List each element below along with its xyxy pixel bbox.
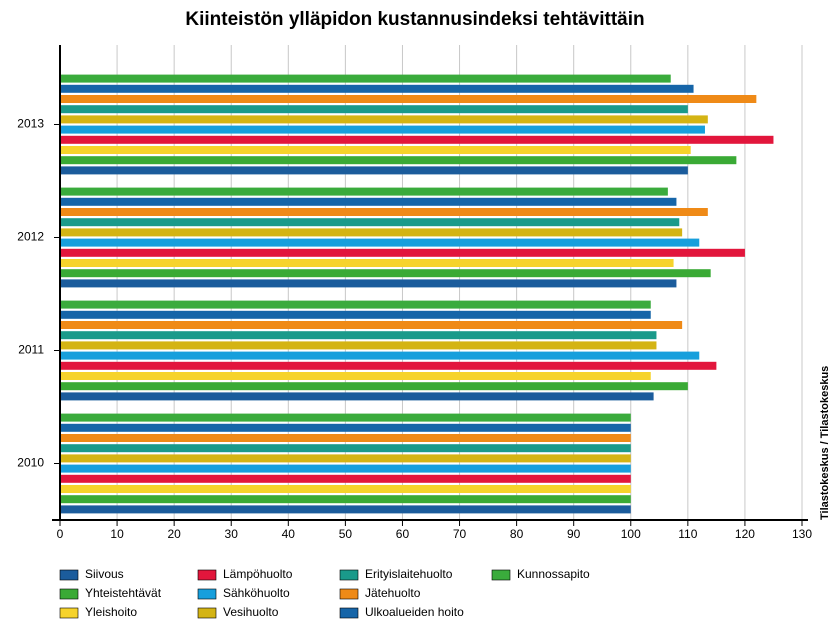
chart-title: Kiinteistön ylläpidon kustannusindeksi t… bbox=[185, 9, 644, 30]
legend-label: Vesihuolto bbox=[223, 605, 279, 619]
bar bbox=[60, 351, 700, 360]
bar bbox=[60, 423, 631, 432]
legend-swatch bbox=[339, 607, 359, 619]
source: Tilastokeskus / Tilastokeskus bbox=[819, 366, 831, 520]
x-tick-label: 50 bbox=[339, 527, 353, 541]
legend-swatch bbox=[491, 569, 511, 581]
bar bbox=[60, 372, 651, 380]
bar bbox=[60, 115, 708, 124]
y-tick-label: 2012 bbox=[17, 230, 44, 244]
legend-swatch bbox=[59, 588, 79, 600]
x-tick-label: 0 bbox=[57, 527, 64, 541]
legend-swatch bbox=[197, 588, 217, 600]
bar bbox=[60, 331, 657, 340]
bar bbox=[60, 279, 677, 288]
legend-swatch bbox=[59, 569, 79, 581]
bar bbox=[60, 361, 717, 370]
bar bbox=[60, 197, 677, 206]
legend-label: Yhteistehtävät bbox=[85, 586, 162, 600]
y-tick-label: 2010 bbox=[17, 456, 44, 470]
bar bbox=[60, 218, 680, 227]
x-tick-label: 80 bbox=[510, 527, 524, 541]
bar bbox=[60, 228, 683, 237]
x-tick-label: 110 bbox=[678, 527, 697, 541]
bar bbox=[60, 300, 651, 309]
bar bbox=[60, 495, 631, 504]
legend-label: Erityislaitehuolto bbox=[365, 567, 453, 581]
bar bbox=[60, 474, 631, 483]
y-tick-label: 2013 bbox=[17, 117, 44, 131]
x-tick-label: 120 bbox=[735, 527, 755, 541]
bar bbox=[60, 413, 631, 422]
bar bbox=[60, 259, 674, 267]
bar bbox=[60, 485, 631, 493]
legend-swatch bbox=[197, 607, 217, 619]
legend-label: Ulkoalueiden hoito bbox=[365, 605, 464, 619]
legend-label: Sähköhuolto bbox=[223, 586, 290, 600]
bar bbox=[60, 187, 668, 196]
bar bbox=[60, 84, 694, 93]
legend-label: Siivous bbox=[85, 567, 124, 581]
legend-label: Jätehuolto bbox=[365, 586, 421, 600]
bar bbox=[60, 156, 737, 165]
bar bbox=[60, 208, 708, 216]
bar bbox=[60, 74, 671, 83]
legend-label: Kunnossapito bbox=[517, 567, 590, 581]
bar bbox=[60, 444, 631, 453]
x-tick-label: 40 bbox=[282, 527, 296, 541]
bar bbox=[60, 269, 711, 278]
x-tick-label: 100 bbox=[621, 527, 641, 541]
bar bbox=[60, 392, 654, 401]
bar bbox=[60, 382, 688, 391]
legend-label: Lämpöhuolto bbox=[223, 567, 293, 581]
x-tick-label: 30 bbox=[225, 527, 239, 541]
legend-swatch bbox=[59, 607, 79, 619]
bar bbox=[60, 166, 688, 175]
y-tick-label: 2011 bbox=[18, 343, 44, 357]
bar bbox=[60, 321, 683, 329]
x-tick-label: 90 bbox=[567, 527, 581, 541]
legend-swatch bbox=[197, 569, 217, 581]
x-tick-label: 20 bbox=[167, 527, 181, 541]
bar bbox=[60, 238, 700, 247]
bar bbox=[60, 248, 745, 257]
bar bbox=[60, 310, 651, 319]
bar bbox=[60, 505, 631, 514]
x-tick-label: 70 bbox=[453, 527, 467, 541]
x-tick-label: 130 bbox=[792, 527, 812, 541]
legend-swatch bbox=[339, 569, 359, 581]
bar bbox=[60, 454, 631, 463]
bar bbox=[60, 434, 631, 442]
bar bbox=[60, 341, 657, 350]
legend-label: Yleishoito bbox=[85, 605, 137, 619]
bar bbox=[60, 464, 631, 473]
bar bbox=[60, 135, 774, 144]
bar bbox=[60, 105, 688, 114]
x-tick-label: 10 bbox=[110, 527, 124, 541]
bar bbox=[60, 125, 705, 134]
bar bbox=[60, 95, 757, 103]
bar bbox=[60, 146, 691, 154]
legend-swatch bbox=[339, 588, 359, 600]
x-tick-label: 60 bbox=[396, 527, 410, 541]
